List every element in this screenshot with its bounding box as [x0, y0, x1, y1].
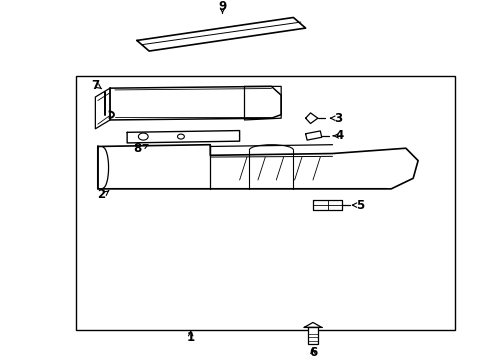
- Polygon shape: [312, 200, 342, 210]
- Text: 1: 1: [186, 332, 194, 345]
- Polygon shape: [110, 86, 281, 120]
- Polygon shape: [127, 131, 239, 143]
- Text: 4: 4: [335, 129, 343, 142]
- Bar: [307, 327, 318, 345]
- Text: 7: 7: [91, 79, 99, 92]
- Bar: [76, 76, 454, 330]
- Polygon shape: [305, 113, 317, 123]
- Text: 3: 3: [334, 112, 342, 125]
- Text: 6: 6: [308, 346, 316, 359]
- Polygon shape: [304, 323, 321, 327]
- Text: 9: 9: [218, 0, 226, 13]
- Polygon shape: [95, 88, 110, 129]
- Polygon shape: [305, 131, 321, 140]
- Polygon shape: [137, 18, 305, 51]
- Polygon shape: [244, 86, 281, 120]
- Polygon shape: [98, 145, 417, 189]
- Text: 2: 2: [97, 188, 105, 201]
- Text: 5: 5: [356, 199, 364, 212]
- Text: 8: 8: [133, 143, 141, 156]
